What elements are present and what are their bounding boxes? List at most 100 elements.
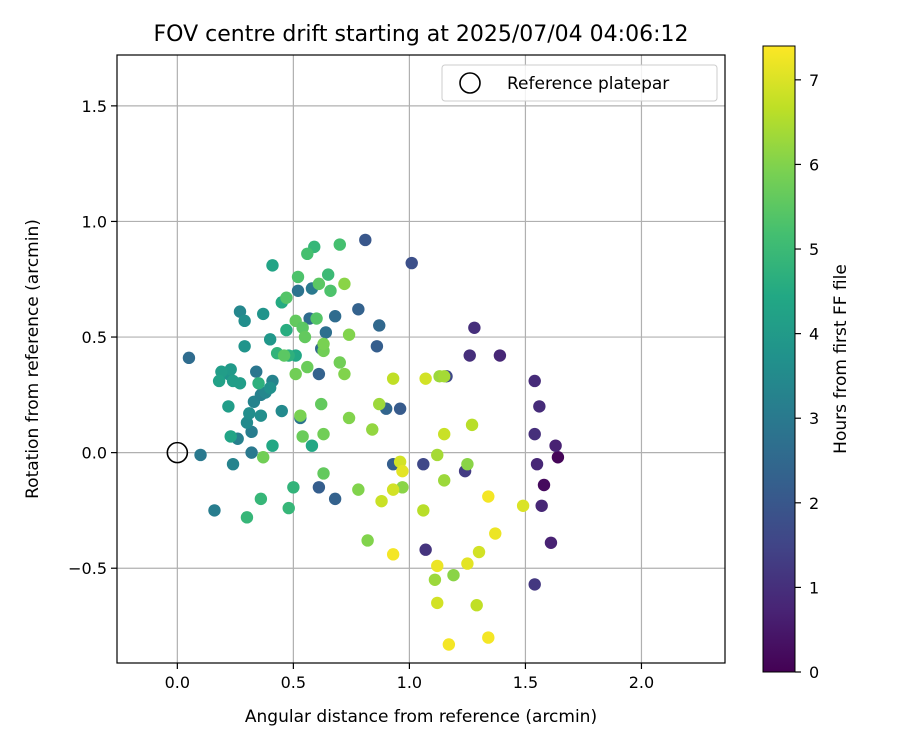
data-point [447,568,460,582]
colorbar-tick-label: 7 [809,71,819,90]
x-tick-label: 0.5 [281,673,306,692]
data-point [438,427,451,441]
data-point [287,481,300,494]
data-point [482,631,495,644]
data-point [250,365,263,378]
data-point [256,307,270,321]
data-point [375,494,388,508]
colorbar-ticks: 0 1 2 3 4 5 6 7 [795,71,819,682]
colorbar-label: Hours from first FF file [831,264,851,454]
data-point [263,333,277,346]
colorbar-tick-label: 5 [809,240,819,259]
data-point [277,349,291,362]
data-point [386,372,400,385]
legend-entry-reference-platepar: Reference platepar [507,74,669,94]
plot-frame [116,54,726,664]
data-point [516,499,530,512]
data-point [324,284,337,298]
data-point [396,481,409,494]
data-point [312,277,326,291]
data-point [226,457,240,471]
data-point [280,323,293,337]
data-point [530,457,544,471]
y-tick-label: 1.0 [82,212,107,231]
data-point [386,548,400,561]
data-point [438,370,451,383]
y-axis-label: Rotation from reference (arcmin) [23,219,43,499]
data-point [245,446,258,459]
data-point [417,457,430,471]
data-point [294,409,307,422]
data-point [291,270,305,284]
data-point [240,511,254,524]
data-point [252,377,265,390]
data-point [194,448,207,462]
data-point [224,430,237,443]
data-point [442,638,456,651]
data-point [493,349,507,362]
data-point [245,425,258,439]
colorbar-tick-label: 6 [809,155,819,174]
data-point [212,374,226,388]
data-point [182,351,196,365]
x-axis-ticks: 0.0 0.5 1.0 1.5 2.0 [165,663,654,692]
data-point [238,340,251,353]
data-point [465,418,479,432]
data-point [361,534,374,547]
data-point [463,349,476,362]
data-point [333,238,346,251]
data-point [417,504,430,517]
data-point [461,457,474,471]
colorbar-tick-label: 1 [809,578,819,597]
y-tick-label: −0.5 [68,559,107,578]
x-tick-label: 2.0 [629,673,654,692]
x-axis-label: Angular distance from reference (arcmin) [245,707,597,727]
data-point [431,559,444,573]
y-tick-label: 0.0 [82,444,107,463]
data-point [431,448,444,462]
x-tick-label: 1.0 [397,673,422,692]
data-point [338,367,351,381]
data-point [359,233,372,247]
data-point [428,573,442,586]
data-point [352,483,365,496]
data-points [182,233,565,651]
data-point [396,464,409,478]
data-point [419,372,432,385]
data-point [373,319,386,332]
grid-lines [117,55,725,663]
data-point [468,321,481,334]
data-point [266,259,279,272]
data-point [238,314,251,328]
data-point [342,411,356,425]
legend-reference-marker [459,72,481,94]
data-point [393,402,407,415]
reference-platepar-marker [166,441,189,464]
data-point [342,328,356,341]
data-point [472,545,486,559]
colorbar-gradient [762,45,796,673]
data-point [317,427,330,441]
data-point [289,367,302,381]
y-axis-ticks: −0.5 0.0 0.5 1.0 1.5 [68,97,117,578]
data-point [470,599,483,612]
data-point [291,284,305,298]
colorbar-tick-label: 3 [809,409,819,428]
data-point [528,427,541,441]
data-point [256,451,270,464]
legend: Reference platepar [441,64,718,102]
data-point [296,430,309,443]
x-tick-label: 1.5 [513,673,538,692]
data-point [312,367,326,381]
data-point [328,492,342,506]
data-point [315,397,328,411]
data-point [263,381,277,395]
data-point [319,326,333,339]
colorbar-tick-label: 0 [809,663,819,682]
data-point [537,478,551,492]
data-point [208,504,221,517]
colorbar-tick-label: 2 [809,494,819,513]
data-point [298,330,312,344]
data-point [333,356,346,369]
